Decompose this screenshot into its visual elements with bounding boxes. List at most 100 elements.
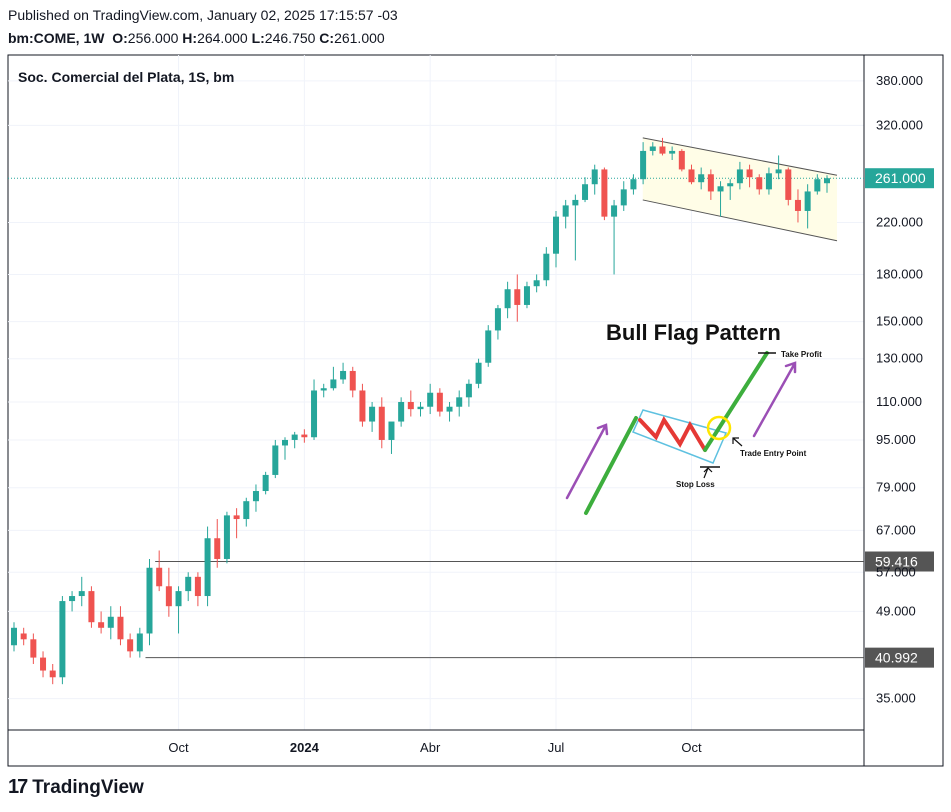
ohlc-line: bm:COME, 1W O:256.000 H:264.000 L:246.75… [8, 30, 385, 46]
candle-body [649, 146, 656, 151]
candle-body [552, 216, 560, 254]
price-tick-label: 380.000 [876, 73, 923, 88]
annotation-breakout-line [703, 351, 769, 452]
annotation-stop-arrow [703, 467, 713, 479]
candle-body [204, 538, 211, 597]
annotation-arrow-left [565, 423, 609, 500]
candle-body [572, 199, 579, 206]
candle-body [543, 253, 550, 281]
high-value: 264.000 [197, 30, 248, 46]
candle-body [823, 178, 831, 184]
candle-body [611, 205, 618, 217]
tradingview-footer[interactable]: 17 TradingView [8, 776, 144, 799]
candle-body [398, 401, 405, 422]
candle-body [446, 406, 453, 412]
candle-body [736, 169, 743, 184]
candle-body [136, 633, 143, 652]
annotation-title: Bull Flag Pattern [606, 320, 781, 345]
published-info: Published on TradingView.com, January 02… [8, 7, 398, 23]
candle-body [407, 401, 414, 410]
candle-body [311, 390, 318, 438]
open-value: 256.000 [127, 30, 179, 46]
candle-body [40, 657, 47, 671]
candle-body [717, 186, 724, 192]
time-tick-label: Jul [548, 740, 565, 755]
candle-body [640, 150, 647, 180]
low-label: L: [251, 30, 265, 46]
candle-body [320, 388, 327, 391]
candle-body [746, 169, 753, 178]
symbol-label: bm:COME, 1W [8, 30, 105, 46]
candle-body [233, 515, 240, 520]
candle-body [456, 397, 463, 407]
annotation-trade-entry: Trade Entry Point [740, 449, 807, 458]
annotation-flag-zigzag [638, 415, 707, 452]
candle-body [223, 515, 230, 559]
candle-body [582, 184, 589, 200]
annotation-pole-left [584, 416, 638, 515]
open-label: O: [112, 30, 128, 46]
chart-title: Soc. Comercial del Plata, 1S, bm [18, 69, 234, 85]
candle-body [533, 280, 540, 287]
candle-body [281, 439, 289, 446]
close-label: C: [319, 30, 335, 46]
candle-body [523, 286, 530, 305]
candle-body [214, 538, 221, 559]
candle-body [620, 189, 627, 206]
annotation-entry-circle [706, 415, 732, 441]
candle-body [252, 491, 259, 502]
candle-body [427, 392, 434, 407]
price-tick-label: 49.000 [876, 603, 916, 618]
candle-body [78, 591, 85, 597]
candle-body [349, 370, 356, 391]
candle-body [465, 383, 472, 398]
price-tick-label: 67.000 [876, 522, 916, 537]
price-tick-label: 95.000 [876, 432, 916, 447]
time-axis: Oct 2024 Abr Jul Oct [168, 740, 702, 755]
annotation-take-profit: Take Profit [781, 350, 822, 359]
candle-body [291, 434, 298, 440]
annotation-arrow-right [752, 361, 797, 438]
candle-body [775, 169, 782, 174]
plot-border [7, 54, 944, 767]
candle-body [378, 406, 385, 440]
candle-body [30, 639, 37, 658]
low-value: 246.750 [264, 30, 316, 46]
time-tick-label: Oct [681, 740, 702, 755]
candle-body [504, 289, 511, 309]
annotation-entry-arrow [732, 437, 743, 447]
candle-body [156, 567, 163, 587]
candle-body [98, 622, 105, 628]
candle-body [262, 474, 269, 492]
bull-flag-annotation: Bull Flag Pattern Take Profit Stop Loss … [565, 320, 822, 515]
candle-body [194, 576, 201, 597]
price-tick-label: 150.000 [876, 314, 923, 329]
level-label: 40.992 [875, 650, 918, 666]
horizontal-levels: 59.416 40.992 261.000 [8, 168, 934, 668]
price-tick-label: 79.000 [876, 480, 916, 495]
high-label: H: [182, 30, 198, 46]
time-tick-label: 2024 [290, 740, 320, 755]
candle-body [272, 445, 279, 475]
candle-body [185, 576, 192, 592]
level-label: 59.416 [875, 554, 918, 570]
candle-body [436, 392, 443, 412]
candle-body [127, 639, 134, 652]
annotation-stop-loss: Stop Loss [676, 480, 715, 489]
price-tick-label: 320.000 [876, 117, 923, 132]
candle-body [494, 308, 501, 331]
candle-body [340, 370, 347, 380]
flag-lower-line [642, 199, 838, 242]
candle-body [10, 627, 18, 646]
candle-body [601, 169, 608, 217]
candle-body [707, 174, 714, 192]
tradingview-logo-icon: 17 [8, 776, 28, 798]
candle-body [20, 633, 27, 640]
tradingview-brand: TradingView [32, 776, 144, 798]
candle-body [794, 199, 801, 211]
candle-body [669, 150, 676, 154]
time-tick-label: Oct [168, 740, 189, 755]
candle-body [117, 616, 124, 640]
candle-body [688, 169, 695, 183]
